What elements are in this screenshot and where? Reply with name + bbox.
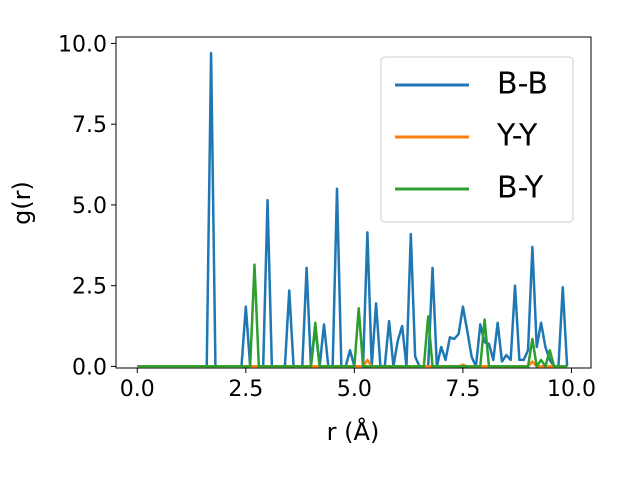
legend-box xyxy=(380,56,574,223)
y-tick-label: 7.5 xyxy=(72,113,107,138)
x-tick-label: 5.0 xyxy=(337,377,372,402)
y-tick-label: 2.5 xyxy=(72,275,107,300)
x-tick-label: 0.0 xyxy=(120,377,155,402)
x-tick-label: 2.5 xyxy=(228,377,263,402)
legend-label: B-B xyxy=(497,67,548,102)
legend-label: Y-Y xyxy=(496,119,538,154)
series-line xyxy=(137,263,568,368)
x-tick-label: 10.0 xyxy=(547,377,596,402)
x-axis-label: r (Å) xyxy=(327,417,380,446)
legend-label: B-Y xyxy=(497,171,544,206)
series-line xyxy=(137,51,569,368)
y-tick-label: 10.0 xyxy=(58,32,107,57)
y-tick-label: 0.0 xyxy=(72,355,107,380)
y-axis-label: g(r) xyxy=(8,181,36,225)
y-tick-label: 5.0 xyxy=(72,194,107,219)
x-tick-label: 7.5 xyxy=(445,377,480,402)
plot-frame xyxy=(115,36,592,369)
